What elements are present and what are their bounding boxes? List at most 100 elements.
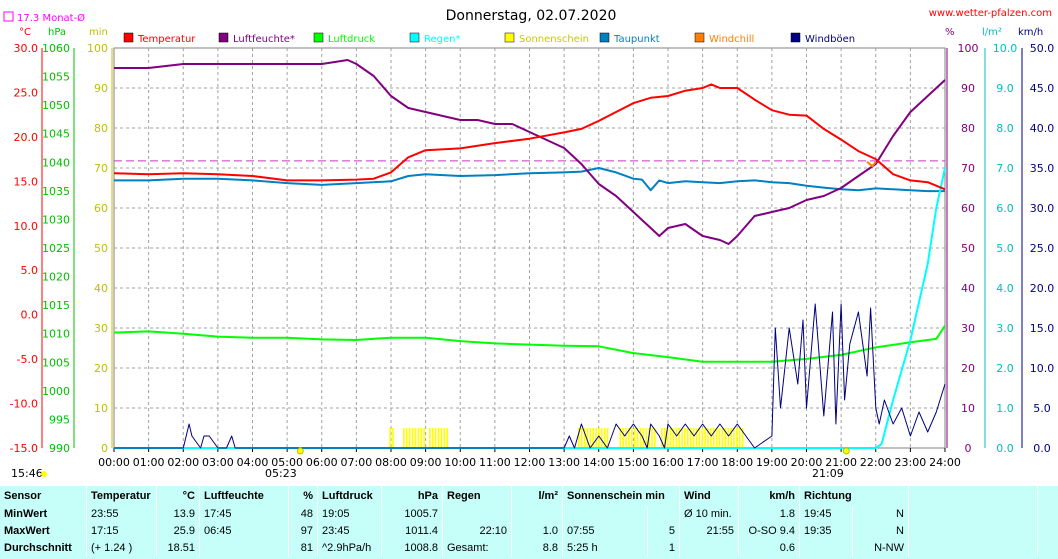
y-tick-label-wind_kmh: 50.0 xyxy=(1030,42,1055,55)
stats-header-row: Sensor Temperatur °C Luftfeuchte % Luftd… xyxy=(0,486,1038,506)
sunshine-bar xyxy=(741,428,744,448)
y-axes: 30.0 25.0 20.0 15.0 10.0 5.0 0.0 -5.0 -10.0 -15.0… xyxy=(10,42,1055,455)
x-tick-label: 13:00 xyxy=(548,456,580,469)
sunshine-bar xyxy=(408,428,411,448)
sunshine-bar xyxy=(431,428,434,448)
stats-cell: 19:05 xyxy=(317,506,382,523)
sunshine-bar xyxy=(710,428,712,448)
unit-wind: km/h xyxy=(1018,27,1043,38)
series-line-taupunkt xyxy=(114,167,945,193)
sunshine-bar xyxy=(669,428,672,448)
x-tick-label: 23:00 xyxy=(895,456,927,469)
y-tick-label-sun_min: 50 xyxy=(94,242,108,255)
stats-row-label: MaxWert xyxy=(0,523,87,540)
sunshine-bar xyxy=(622,428,625,448)
y-tick-label-humidity_pct: 90 xyxy=(961,82,975,95)
y-tick-label-humidity_pct: 30 xyxy=(961,322,975,335)
sunshine-bar xyxy=(583,428,586,448)
sunshine-bar xyxy=(603,428,606,448)
y-tick-label-sun_min: 30 xyxy=(94,322,108,335)
legend-swatch xyxy=(790,32,801,43)
stats-cell: 1 xyxy=(647,540,681,557)
stats-row-label: Durchschnitt xyxy=(0,540,87,557)
stats-cell: N-NW xyxy=(852,540,910,557)
legend-swatch xyxy=(409,32,420,43)
y-tick-label-rain_lm2: 7.0 xyxy=(996,162,1014,175)
stats-cell: 1.0 xyxy=(511,523,563,540)
sunshine-bar xyxy=(636,428,639,448)
stats-cell: 1008.8 xyxy=(381,540,443,557)
sunshine-bar xyxy=(406,428,408,448)
stats-cell: 23:45 xyxy=(317,523,382,540)
stats-header-humidity-unit: % xyxy=(288,486,318,506)
stats-cell: 22:10 xyxy=(442,523,512,540)
sun-icon xyxy=(41,471,47,477)
stats-row-average: Durchschnitt (+ 1.24 ) 18.51 81 ^2.9hPa/… xyxy=(0,540,1038,557)
x-tick-label: 15:00 xyxy=(618,456,650,469)
sunshine-bar xyxy=(684,428,686,448)
x-tick-label: 11:00 xyxy=(479,456,511,469)
legend-label: Windchill xyxy=(709,34,754,45)
y-tick-label-wind_kmh: 30.0 xyxy=(1030,202,1055,215)
y-tick-label-rain_lm2: 4.0 xyxy=(996,282,1014,295)
y-tick-label-humidity_pct: 80 xyxy=(961,122,975,135)
y-tick-label-sun_min: 60 xyxy=(94,202,108,215)
y-tick-label-humidity_pct: 0 xyxy=(965,442,972,455)
sunshine-bar xyxy=(663,428,666,448)
sunrise-clock-label: 15:46 xyxy=(11,467,43,480)
y-tick-label-pressure_hpa: 1055 xyxy=(42,71,70,84)
x-tick-label: 04:00 xyxy=(237,456,269,469)
x-tick-label: 16:00 xyxy=(652,456,684,469)
stats-cell: (+ 1.24 ) xyxy=(86,540,157,557)
y-tick-label-pressure_hpa: 1035 xyxy=(42,185,70,198)
x-tick-label: 00:00 xyxy=(98,456,130,469)
stats-cell: 5:25 h xyxy=(562,540,648,557)
y-tick-label-sun_min: 80 xyxy=(94,122,108,135)
sunshine-bar xyxy=(437,428,440,448)
y-tick-label-pressure_hpa: 995 xyxy=(49,413,70,426)
y-tick-label-temp_c: -15.0 xyxy=(10,442,38,455)
y-tick-label-pressure_hpa: 1015 xyxy=(42,299,70,312)
plot-area xyxy=(113,59,946,455)
y-tick-label-pressure_hpa: 1025 xyxy=(42,242,70,255)
stats-cell xyxy=(799,540,853,557)
x-tick-label: 03:00 xyxy=(202,456,234,469)
legend-swatch xyxy=(313,32,324,43)
y-tick-label-rain_lm2: 2.0 xyxy=(996,362,1014,375)
y-tick-label-rain_lm2: 5.0 xyxy=(996,242,1014,255)
y-tick-label-humidity_pct: 50 xyxy=(961,242,975,255)
y-tick-label-rain_lm2: 10.0 xyxy=(993,42,1018,55)
y-tick-label-temp_c: 10.0 xyxy=(14,220,39,233)
stats-cell: 5 xyxy=(647,523,681,540)
sunrise-label: 05:23 xyxy=(265,467,297,480)
y-tick-label-pressure_hpa: 1040 xyxy=(42,156,70,169)
y-tick-label-temp_c: 15.0 xyxy=(14,175,39,188)
y-tick-label-sun_min: 100 xyxy=(87,42,108,55)
y-tick-label-rain_lm2: 3.0 xyxy=(996,322,1014,335)
x-tick-label: 01:00 xyxy=(133,456,165,469)
y-tick-label-wind_kmh: 35.0 xyxy=(1030,162,1055,175)
grid xyxy=(113,47,946,449)
sunshine-bar xyxy=(715,428,718,448)
sunshine-bar xyxy=(414,428,417,448)
stats-cell: 1005.7 xyxy=(381,506,443,523)
stats-row-min: MinWert 23:55 13.9 17:45 48 19:05 1005.7… xyxy=(0,506,1038,523)
stats-header-temp: Temperatur xyxy=(86,486,157,506)
sunshine-bar xyxy=(420,428,423,448)
sunshine-bar xyxy=(701,428,704,448)
stats-cell: ^2.9hPa/h xyxy=(317,540,382,557)
sunset-label: 21:09 xyxy=(812,467,844,480)
stats-header-rain-unit: l/m² xyxy=(511,486,563,506)
stats-header-pressure-unit: hPa xyxy=(381,486,443,506)
legend-label: Taupunkt xyxy=(613,34,660,45)
y-tick-label-rain_lm2: 0.0 xyxy=(996,442,1014,455)
weather-chart: Donnerstag, 02.07.2020 www.wetter-pfalze… xyxy=(3,8,1055,480)
stats-header-pressure: Luftdruck xyxy=(317,486,382,506)
stats-row-max: MaxWert 17:15 25.9 06:45 97 23:45 1011.4… xyxy=(0,523,1038,540)
sunshine-bar xyxy=(707,428,709,448)
unit-temp: °C xyxy=(19,27,31,38)
series-line-luftfeuchte xyxy=(114,59,946,245)
stats-filler xyxy=(908,506,1038,523)
y-tick-label-wind_kmh: 0.0 xyxy=(1033,442,1051,455)
chart-title: Donnerstag, 02.07.2020 xyxy=(446,8,617,24)
